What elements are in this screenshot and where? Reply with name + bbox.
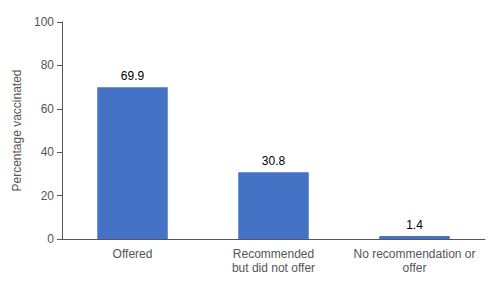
svg-text:80: 80 — [41, 58, 55, 72]
svg-text:0: 0 — [47, 232, 54, 246]
svg-text:40: 40 — [41, 145, 55, 159]
svg-text:but did not offer: but did not offer — [232, 261, 315, 275]
svg-text:Recommended: Recommended — [233, 247, 314, 261]
svg-text:20: 20 — [41, 189, 55, 203]
svg-text:69.9: 69.9 — [121, 69, 145, 83]
svg-text:100: 100 — [34, 15, 54, 29]
svg-text:offer: offer — [403, 261, 427, 275]
svg-text:Percentage vaccinated: Percentage vaccinated — [10, 69, 24, 191]
svg-text:30.8: 30.8 — [262, 154, 286, 168]
svg-text:1.4: 1.4 — [406, 218, 423, 232]
svg-text:60: 60 — [41, 102, 55, 116]
svg-text:No recommendation or: No recommendation or — [353, 247, 475, 261]
svg-text:Offered: Offered — [113, 247, 153, 261]
